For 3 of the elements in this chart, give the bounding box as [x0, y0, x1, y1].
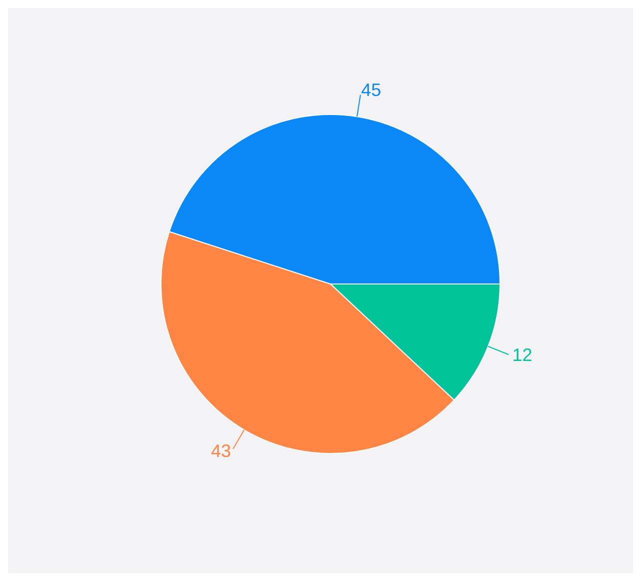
data-label: 45: [361, 80, 382, 100]
data-label: 12: [512, 344, 532, 365]
data-label: 43: [210, 441, 231, 462]
